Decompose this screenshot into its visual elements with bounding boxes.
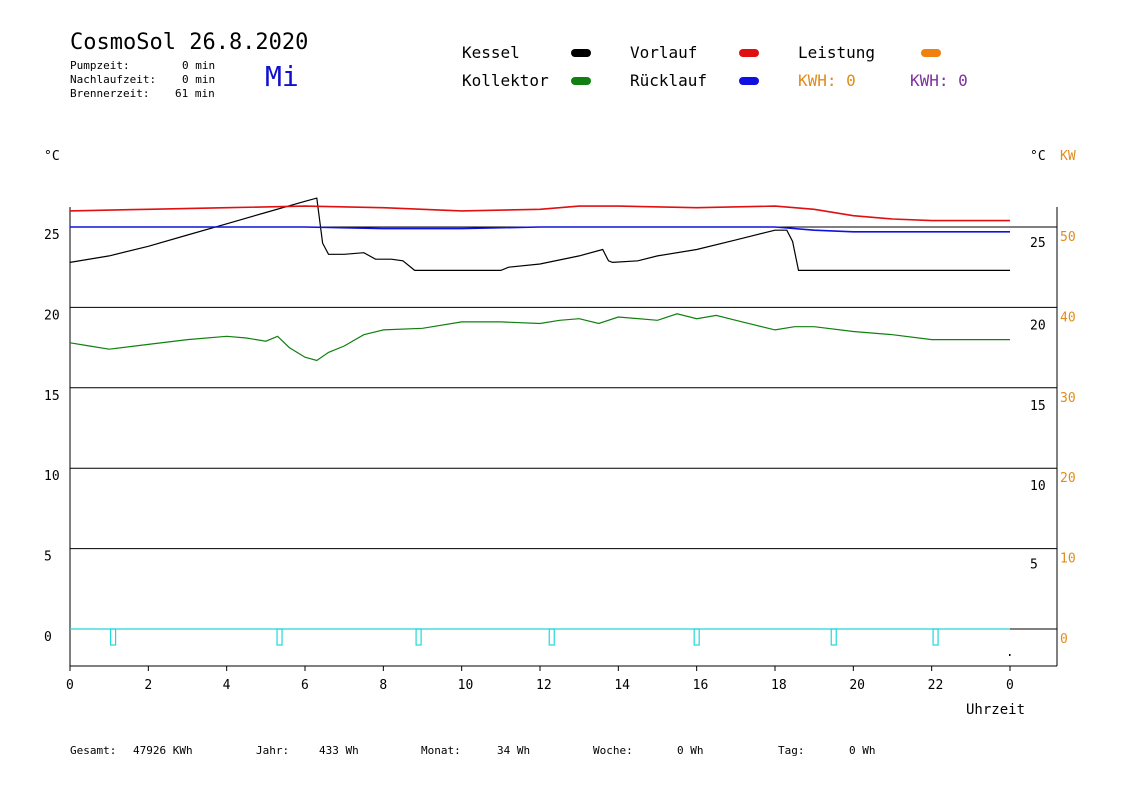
x-tick-label-9: 18 (771, 678, 787, 693)
y-tick-right-20: 20 (1030, 318, 1046, 333)
x-tick-label-6: 12 (536, 678, 552, 693)
stat-pumpzeit-label: Pumpzeit: (70, 59, 130, 72)
footer-jahr-label: Jahr: (256, 744, 290, 757)
footer-jahr-value: 433 Wh (319, 744, 359, 757)
y-tick-left-25: 25 (44, 228, 60, 243)
footer-woche-value: 0 Wh (677, 744, 704, 757)
footer-gesamt-value: 47926 KWh (133, 744, 193, 757)
x-tick-label-12: 0 (1006, 678, 1014, 693)
y-tick-kw-0: 0 (1060, 632, 1068, 647)
legend-ruecklauf-swatch (739, 77, 759, 85)
y-tick-kw-40: 40 (1060, 310, 1076, 325)
legend-kollektor-label: Kollektor (462, 71, 549, 90)
legend-kollektor-swatch (571, 77, 591, 85)
y-tick-left-0: 0 (44, 630, 52, 645)
x-tick-label-7: 14 (614, 678, 630, 693)
chart-title: CosmoSol 26.8.2020 (70, 30, 309, 55)
cyan-marker-5 (830, 628, 837, 646)
stat-pumpzeit-value: 0 min (182, 59, 216, 72)
y-axis-right-unit: °C (1030, 149, 1046, 164)
y-axis-left-unit: °C (44, 149, 60, 164)
y-tick-right-25: 25 (1030, 236, 1046, 251)
footer-tag-label: Tag: (778, 744, 805, 757)
temperature-chart: °C °C KW Uhrzeit 05101520255101520250102… (44, 149, 1076, 718)
legend-kessel-label: Kessel (462, 43, 520, 62)
weekday-label: Mi (265, 60, 299, 93)
x-tick-label-8: 16 (693, 678, 709, 693)
y-tick-kw-20: 20 (1060, 471, 1076, 486)
x-axis-label: Uhrzeit (966, 702, 1025, 718)
kwh-purple-label: KWH: 0 (910, 71, 968, 90)
y-axis-right-kw-unit: KW (1060, 149, 1076, 164)
y-tick-kw-50: 50 (1060, 230, 1076, 245)
series-line-rcklauf (70, 226, 1010, 233)
footer-woche-label: Woche: (593, 744, 633, 757)
footer-tag-value: 0 Wh (849, 744, 876, 757)
legend-kessel-swatch (571, 49, 591, 57)
cyan-marker-3 (548, 628, 555, 646)
x-tick-label-5: 10 (458, 678, 474, 693)
cyan-marker-1 (276, 628, 283, 646)
x-tick-label-4: 8 (379, 678, 387, 693)
cyan-marker-0 (109, 628, 117, 646)
x-tick-label-1: 2 (144, 678, 152, 693)
y-tick-left-20: 20 (44, 308, 60, 323)
series-line-kollektor (69, 313, 1010, 362)
y-tick-right-15: 15 (1030, 399, 1046, 414)
y-tick-left-10: 10 (44, 469, 60, 484)
y-tick-left-15: 15 (44, 389, 60, 404)
legend-leistung-swatch (921, 49, 941, 57)
cyan-marker-2 (415, 628, 422, 646)
x-tick-label-0: 0 (66, 678, 74, 693)
end-dot (1009, 654, 1011, 656)
x-tick-label-11: 22 (928, 678, 944, 693)
y-tick-right-5: 5 (1030, 558, 1038, 573)
y-tick-left-5: 5 (44, 550, 52, 565)
legend-leistung-label: Leistung (798, 43, 876, 62)
x-tick-label-2: 4 (223, 678, 231, 693)
footer-monat-value: 34 Wh (497, 744, 531, 757)
stat-nachlaufzeit-value: 0 min (182, 73, 216, 86)
legend-vorlauf-label: Vorlauf (630, 43, 698, 62)
y-tick-kw-10: 10 (1060, 552, 1076, 567)
footer-gesamt-label: Gesamt: (70, 744, 117, 757)
y-tick-kw-30: 30 (1060, 391, 1076, 406)
series-line-kessel (69, 197, 1010, 271)
legend-vorlauf-swatch (739, 49, 759, 57)
stat-nachlaufzeit-label: Nachlaufzeit: (70, 73, 157, 86)
stat-brennerzeit-label: Brennerzeit: (70, 87, 150, 100)
stat-brennerzeit-value: 61 min (175, 87, 215, 100)
kwh-orange-label: KWH: 0 (798, 71, 856, 90)
footer-monat-label: Monat: (421, 744, 461, 757)
series-line-vorlauf (69, 205, 1010, 222)
y-tick-right-10: 10 (1030, 479, 1046, 494)
cyan-marker-6 (932, 628, 939, 646)
x-tick-label-10: 20 (849, 678, 865, 693)
cyan-marker-4 (693, 628, 700, 646)
x-tick-label-3: 6 (301, 678, 309, 693)
legend-ruecklauf-label: Rücklauf (630, 71, 708, 90)
